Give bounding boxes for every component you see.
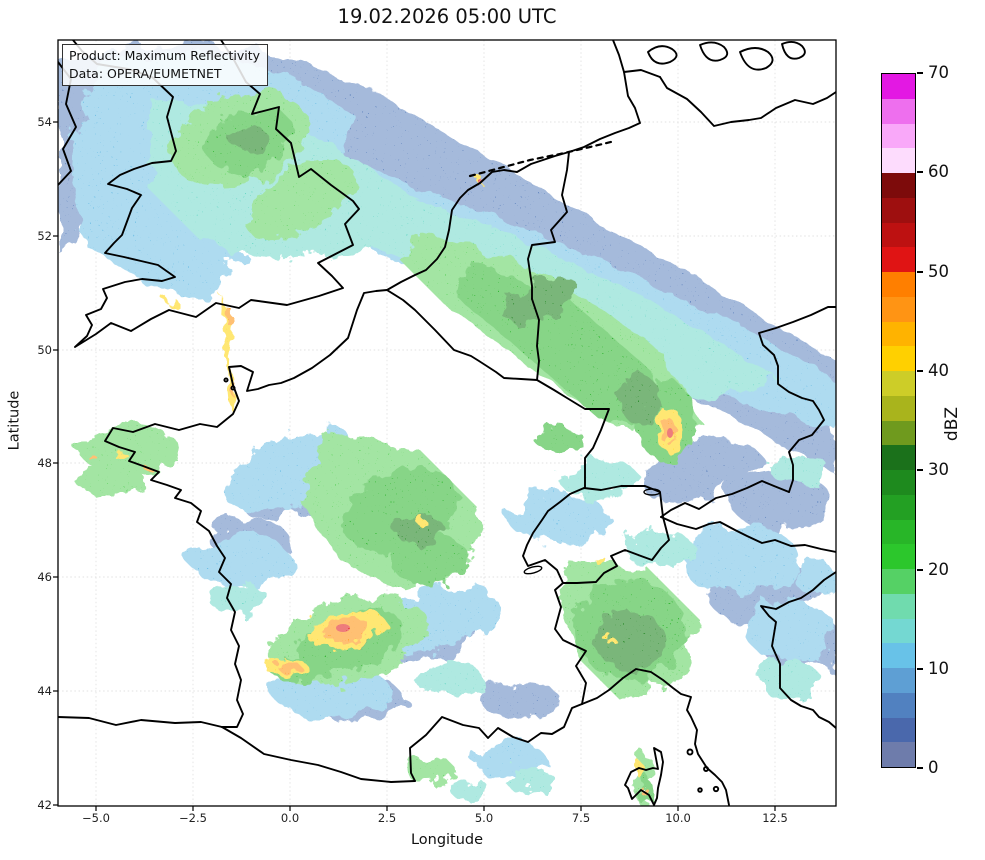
border-germany-czechia (758, 306, 836, 493)
coastline-corsica (624, 747, 664, 806)
colorbar-tick-2 (917, 271, 923, 273)
axis-tick-marks (53, 121, 776, 811)
radar-speckle-texture (58, 40, 836, 806)
x-tick-label-0: −5.0 (82, 811, 110, 825)
border-france-italy (554, 582, 587, 705)
colorbar-tick-label-4: 30 (928, 460, 949, 479)
danish-islands (647, 40, 806, 71)
y-tick-label-2: 50 (37, 343, 52, 357)
island-small-1 (703, 766, 709, 772)
colorbar-tick-4 (917, 469, 923, 471)
coastline-france-north-west (104, 289, 388, 728)
border-austria-italy (660, 516, 836, 553)
x-tick-label-1: −2.5 (179, 811, 207, 825)
channel-island-2 (230, 385, 236, 391)
coastline-italy-northeast (760, 571, 836, 729)
plot-frame (57, 39, 837, 807)
island-small-2 (712, 785, 720, 793)
border-netherlands-germany (527, 151, 570, 300)
y-axis-label: Latitude (6, 390, 23, 451)
colorbar-bands (882, 74, 915, 767)
figure-title: 19.02.2026 05:00 UTC (337, 5, 557, 28)
coastline-netherlands-germany (386, 40, 641, 291)
colorbar-tick-label-6: 10 (928, 659, 949, 678)
colorbar-tick-label-3: 40 (928, 361, 949, 380)
colorbar-tick-1 (917, 171, 923, 173)
y-tick-label-1: 52 (37, 229, 52, 243)
y-tick-label-6: 42 (37, 798, 52, 812)
frisian-islands (468, 139, 617, 178)
island-small-3 (697, 787, 703, 793)
border-denmark-germany (623, 69, 661, 78)
border-austria-germany (660, 480, 790, 518)
y-tick-label-0: 54 (37, 115, 52, 129)
border-switzerland (522, 485, 670, 584)
y-tick-label-5: 44 (37, 684, 52, 698)
colorbar-tick-label-1: 60 (928, 162, 949, 181)
border-belgium-germany-france (531, 298, 610, 489)
data-source-line: Data: OPERA/EUMETNET (69, 65, 222, 81)
colorbar-tick-label-2: 50 (928, 262, 949, 281)
product-line: Product: Maximum Reflectivity (69, 48, 261, 63)
channel-island-1 (223, 377, 229, 383)
coastline-great-britain (72, 40, 360, 348)
x-tick-label-4: 5.0 (474, 811, 494, 825)
x-tick-label-5: 7.5 (571, 811, 591, 825)
colorbar-tick-0 (917, 72, 923, 74)
x-tick-label-7: 12.5 (762, 811, 788, 825)
island-elba (686, 748, 694, 756)
coastline-france-mediterranean (409, 703, 583, 782)
coastline-spain-north (58, 716, 223, 728)
colorbar-tick-7 (917, 767, 923, 769)
colorbar-tick-label-5: 20 (928, 560, 949, 579)
product-info-box: Product: Maximum Reflectivity Data: OPER… (62, 44, 269, 86)
colorbar-tick-label-0: 70 (928, 63, 949, 82)
lake-geneva (523, 565, 543, 575)
colorbar (881, 73, 916, 768)
x-tick-label-2: 0.0 (280, 811, 300, 825)
coastline-italy-west (581, 668, 730, 806)
lake-constance (643, 488, 661, 496)
colorbar-tick-5 (917, 569, 923, 571)
coastline-baltic (659, 76, 836, 127)
colorbar-tick-3 (917, 370, 923, 372)
y-tick-label-3: 48 (37, 456, 52, 470)
x-axis-label: Longitude (410, 832, 484, 848)
colorbar-axis-label: dBZ (942, 406, 962, 442)
y-tick-label-4: 46 (37, 570, 52, 584)
colorbar-tick-label-7: 0 (928, 758, 939, 777)
x-tick-label-6: 10.0 (665, 811, 691, 825)
x-tick-label-3: 2.5 (377, 811, 397, 825)
border-pyrenees (221, 726, 416, 783)
colorbar-tick-6 (917, 668, 923, 670)
border-france-belgium (386, 289, 538, 381)
